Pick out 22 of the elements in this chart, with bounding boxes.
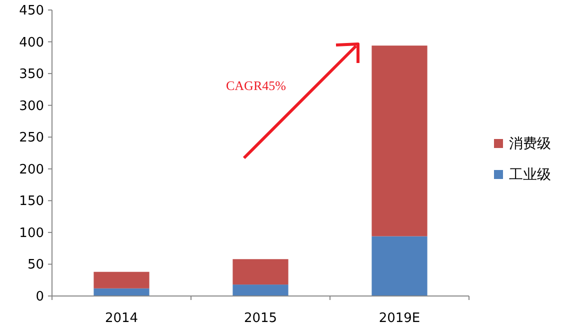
bar [372,236,428,296]
bar [94,272,150,288]
annotation: CAGR45% [226,78,286,93]
x-tick-label: 2019E [378,311,420,326]
y-tick-label: 250 [19,130,44,146]
bar [232,259,288,285]
y-tick-label: 100 [19,226,44,241]
x-tick-label: 2015 [244,311,278,326]
y-tick-label: 0 [36,290,44,304]
y-tick-label: 400 [19,35,44,50]
bar [372,46,428,236]
legend-label: 消费级 [509,136,551,152]
y-tick-label: 50 [27,258,44,273]
x-tick-label: 2014 [104,311,138,326]
y-tick-label: 200 [19,162,44,178]
y-tick-label: 300 [19,98,44,114]
y-tick-label: 450 [19,4,44,18]
y-tick-label: 150 [19,194,44,210]
legend-label: 工业级 [509,167,551,183]
bar [94,288,150,296]
y-tick-label: 350 [19,67,44,82]
bar [232,284,288,296]
